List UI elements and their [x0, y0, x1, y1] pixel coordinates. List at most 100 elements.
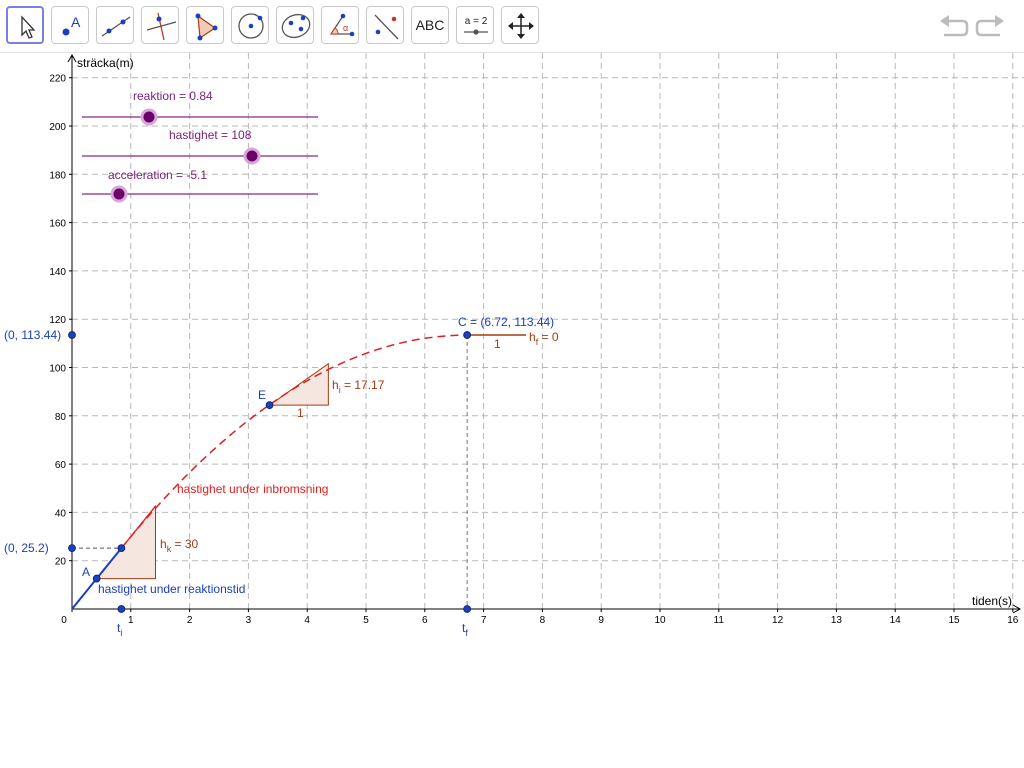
point-tool-label: A — [71, 14, 81, 30]
x-tick-label: 1 — [128, 615, 134, 626]
angle-tool[interactable]: α — [321, 6, 359, 44]
move-graphics-icon — [508, 13, 534, 39]
text-tool[interactable]: ABC — [411, 6, 449, 44]
point-icon: A — [62, 14, 81, 36]
grid-lines — [72, 53, 1024, 609]
slope-triangle-i — [267, 362, 329, 406]
y-tick-label: 100 — [49, 364, 66, 375]
point-t-f — [463, 605, 472, 613]
ellipse-icon — [281, 13, 311, 39]
perpendicular-line-icon — [146, 12, 177, 41]
y-intercept-label-upper: (0, 113.44) — [4, 328, 61, 342]
slope-f-label: hf = 0 — [529, 330, 559, 347]
undo-icon[interactable] — [938, 12, 970, 40]
x-tick-label: 10 — [654, 615, 666, 626]
t-i-label: ti — [117, 621, 122, 638]
y-tick-label: 220 — [49, 74, 66, 85]
figure — [68, 331, 526, 613]
slope-f-one-label: 1 — [494, 337, 501, 351]
point-C-label: C = (6.72, 113.44) — [458, 315, 554, 329]
slider-hastighet-label: hastighet = 108 — [169, 128, 252, 142]
x-axis-label: tiden(s) — [972, 594, 1012, 608]
braking-curve — [120, 334, 468, 549]
y-tick-label: 140 — [49, 267, 66, 278]
reaction-segment-label: hastighet under reaktionstid — [98, 582, 245, 596]
x-tick-label: 4 — [304, 615, 310, 626]
braking-curve-label: hastighet under inbromsning — [177, 482, 328, 496]
reflect-tool[interactable] — [366, 6, 404, 44]
y-tick-labels: 20 40 60 80 100 120 140 160 180 200 220 — [49, 74, 72, 568]
point-E — [265, 401, 274, 410]
x-axis-arrow — [1012, 604, 1022, 614]
x-tick-label: 0 — [61, 615, 67, 626]
circle-center-point-icon — [238, 13, 264, 39]
x-tick-label: 5 — [363, 615, 369, 626]
x-tick-label: 13 — [831, 615, 843, 626]
x-tick-label: 16 — [1007, 615, 1019, 626]
perpendicular-tool[interactable] — [141, 6, 179, 44]
slider-hastighet[interactable]: hastighet = 108 — [82, 128, 318, 165]
reflect-about-line-icon — [374, 14, 399, 40]
slider-tool[interactable]: a = 2 — [456, 6, 494, 44]
y-tick-label: 80 — [55, 412, 67, 423]
point-reaction-end — [117, 544, 126, 553]
angle-tool-label: α — [343, 23, 348, 33]
slope-i-one-label: 1 — [297, 406, 304, 420]
y-tick-label: 60 — [55, 460, 67, 471]
cursor-arrow-icon — [21, 15, 36, 39]
point-A — [92, 574, 101, 583]
polygon-icon — [195, 13, 218, 41]
y-axis-arrow — [67, 53, 77, 63]
polygon-tool[interactable] — [186, 6, 224, 44]
point-tool[interactable]: A — [51, 6, 89, 44]
angle-icon: α — [330, 13, 355, 37]
x-tick-label: 8 — [540, 615, 546, 626]
slider-reaktion[interactable]: reaktion = 0.84 — [82, 89, 318, 126]
x-tick-label: 7 — [481, 615, 487, 626]
point-t-i — [117, 605, 126, 613]
y-tick-label: 160 — [49, 219, 66, 230]
conic-tool[interactable] — [276, 6, 314, 44]
slider-acceleration-label: acceleration = -5.1 — [108, 168, 207, 182]
y-intercept-label-lower: (0, 25.2) — [4, 541, 49, 555]
slider-icon: a = 2 — [464, 16, 488, 35]
x-tick-label: 11 — [714, 615, 725, 626]
line-tool[interactable] — [96, 6, 134, 44]
x-tick-label: 15 — [948, 615, 960, 626]
slider-hastighet-knob[interactable] — [243, 147, 261, 165]
slider-tool-label: a = 2 — [465, 16, 488, 27]
point-E-label: E — [258, 388, 266, 402]
move-graphics-tool[interactable] — [501, 6, 539, 44]
point-y-intercept-upper — [68, 331, 76, 339]
circle-tool[interactable] — [231, 6, 269, 44]
x-tick-label: 14 — [890, 615, 902, 626]
y-axis-label: sträcka(m) — [77, 56, 134, 70]
slider-acceleration-knob[interactable] — [110, 185, 128, 203]
x-tick-label: 12 — [772, 615, 784, 626]
t-f-label: tf — [462, 621, 468, 638]
slider-reaktion-knob[interactable] — [140, 108, 158, 126]
y-tick-label: 200 — [49, 122, 66, 133]
x-tick-labels: 0 1 2 3 4 5 6 7 8 9 10 11 12 13 14 15 16 — [61, 609, 1019, 626]
point-A-label: A — [82, 565, 90, 579]
slope-k-label: hk = 30 — [160, 537, 199, 554]
x-tick-label: 3 — [246, 615, 252, 626]
y-tick-label: 180 — [49, 170, 66, 181]
x-tick-label: 9 — [598, 615, 604, 626]
toolbar: A — [0, 0, 1024, 53]
move-tool[interactable] — [6, 6, 44, 44]
graphics-view[interactable]: 0 1 2 3 4 5 6 7 8 9 10 11 12 13 14 15 16 204060801001201… — [0, 53, 1024, 768]
point-y-intercept-lower — [68, 544, 76, 553]
point-C — [463, 331, 472, 339]
x-tick-label: 2 — [187, 615, 193, 626]
line-through-points-icon — [101, 16, 131, 37]
redo-icon[interactable] — [974, 12, 1006, 40]
y-tick-label: 40 — [55, 508, 67, 519]
x-tick-label: 6 — [422, 615, 428, 626]
y-tick-label: 120 — [49, 315, 66, 326]
slider-reaktion-label: reaktion = 0.84 — [133, 89, 213, 103]
y-tick-label: 20 — [55, 557, 67, 568]
slider-acceleration[interactable]: acceleration = -5.1 — [82, 168, 318, 203]
text-icon: ABC — [415, 17, 445, 33]
slope-i-label: hi = 17.17 — [332, 378, 385, 395]
